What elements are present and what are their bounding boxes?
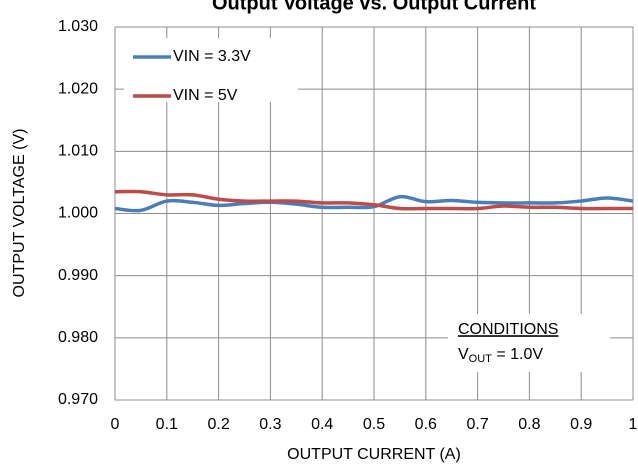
annotation-box bbox=[448, 314, 610, 372]
y-tick-label: 1.010 bbox=[58, 143, 98, 160]
annotation-subscript: OUT bbox=[469, 353, 493, 365]
x-tick-label: 0.6 bbox=[415, 416, 437, 433]
y-tick-label: 1.000 bbox=[58, 205, 98, 222]
x-tick-label: 1 bbox=[629, 416, 638, 433]
x-axis-label: OUTPUT CURRENT (A) bbox=[287, 446, 461, 463]
x-tick-label: 0.1 bbox=[156, 416, 178, 433]
annotation-title: CONDITIONS bbox=[458, 321, 558, 338]
x-tick-label: 0.3 bbox=[259, 416, 281, 433]
x-tick-label: 0.2 bbox=[207, 416, 229, 433]
y-tick-label: 0.970 bbox=[58, 391, 98, 408]
y-tick-label: 1.020 bbox=[58, 80, 98, 97]
legend-box bbox=[124, 38, 298, 102]
annotation-text: VOUT = 1.0V bbox=[458, 346, 543, 365]
series-line bbox=[114, 189, 633, 211]
x-tick-label: 0.7 bbox=[466, 416, 488, 433]
y-tick-label: 1.030 bbox=[58, 18, 98, 35]
annotation-text: V bbox=[458, 346, 469, 363]
x-tick-label: 0.8 bbox=[518, 416, 540, 433]
legend-label: VIN = 5V bbox=[173, 87, 238, 104]
y-tick-label: 0.990 bbox=[58, 267, 98, 284]
annotation-text: = 1.0V bbox=[492, 346, 543, 363]
series-line bbox=[114, 194, 634, 213]
chart-title: Output Voltage vs. Output Current bbox=[212, 0, 536, 14]
legend-label: VIN = 3.3V bbox=[173, 48, 251, 65]
x-tick-label: 0 bbox=[111, 416, 120, 433]
y-tick-label: 0.980 bbox=[58, 329, 98, 346]
y-axis-label: OUTPUT VOLTAGE (V) bbox=[11, 129, 28, 298]
x-tick-label: 0.9 bbox=[570, 416, 592, 433]
x-tick-label: 0.4 bbox=[311, 416, 333, 433]
x-tick-label: 0.5 bbox=[363, 416, 385, 433]
